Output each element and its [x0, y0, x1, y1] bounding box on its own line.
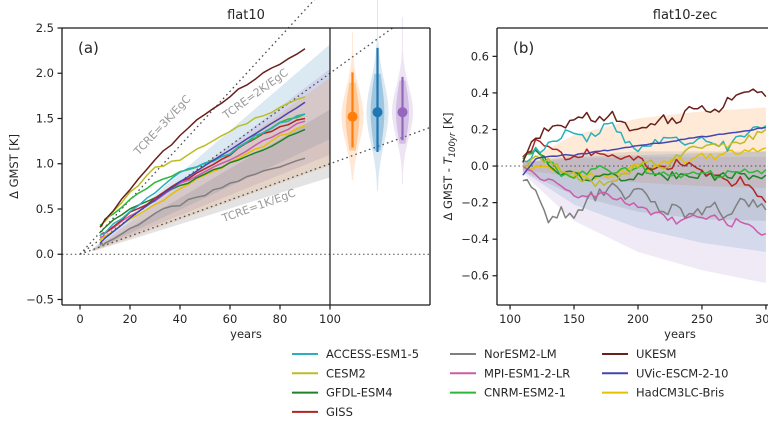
x-tick-label-panel-a: 60	[223, 312, 238, 326]
legend-label-hadcm3lc-bris: HadCM3LC-Bris	[636, 386, 724, 400]
y-tick-label-panel-b: 0.2	[471, 122, 489, 136]
shaded-band-tan-panel-a	[92, 77, 330, 252]
series-line-ukesm-panel-b	[522, 88, 767, 163]
x-tick-label-panel-b: 100	[499, 312, 521, 326]
y-tick-label-panel-b: −0.6	[461, 269, 489, 283]
y-tick-label-panel-b: 0.6	[471, 49, 489, 63]
legend-label-noresm2-lm: NorESM2-LM	[484, 347, 557, 361]
series-line-cesm2-panel-a	[99, 96, 306, 228]
legend-label-ukesm: UKESM	[636, 347, 676, 361]
y-tick-label-panel-b: 0.4	[471, 86, 489, 100]
tcre-reference-line-2	[79, 27, 393, 255]
violin-orange-median-dot	[347, 111, 358, 122]
legend-label-access-esm1-5: ACCESS-ESM1-5	[326, 347, 419, 361]
y-tick-label-panel-a: 1.5	[36, 111, 54, 125]
y-tick-label-panel-b: 0.0	[471, 159, 489, 173]
legend-label-cnrm-esm2-1: CNRM-ESM2-1	[484, 386, 566, 400]
shaded-band-gray-panel-b	[522, 151, 766, 221]
shaded-band-purple-panel-a	[92, 68, 330, 251]
x-axis-label-panel-b: years	[664, 327, 696, 341]
series-line-cnrm-esm2-1-panel-b	[522, 147, 767, 179]
series-line-cesm2-panel-b	[522, 128, 767, 188]
y-tick-label-panel-a: 2.5	[36, 21, 54, 35]
legend-label-giss: GISS	[326, 405, 353, 419]
x-tick-label-panel-a: 0	[76, 312, 83, 326]
panel-title-b: flat10-zec	[653, 8, 717, 23]
series-line-noresm2-lm-panel-b	[522, 178, 767, 224]
series-line-mpi-esm1-2-lr-panel-a	[99, 120, 306, 239]
violin-blue-median-dot	[372, 107, 383, 118]
panel-letter-a: (a)	[78, 39, 99, 57]
tcre-reference-line-1	[79, 0, 316, 255]
series-line-ukesm-panel-a	[99, 48, 306, 228]
violin-purple-median-dot	[397, 107, 408, 118]
legend-label-mpi-esm1-2-lr: MPI-ESM1-2-LR	[484, 366, 570, 380]
x-tick-label-panel-b: 250	[691, 312, 713, 326]
y-axis-label-panel-b: Δ GMST - T100yr [K]	[441, 112, 458, 220]
series-line-access-esm1-5-panel-a	[99, 113, 306, 237]
x-tick-label-panel-b: 300	[755, 312, 768, 326]
x-tick-label-panel-b: 150	[563, 312, 585, 326]
series-line-mpi-esm1-2-lr-panel-b	[522, 165, 767, 236]
x-axis-label-panel-a: years	[230, 327, 262, 341]
panel-letter-b: (b)	[513, 39, 534, 57]
shaded-band-purple-panel-b	[522, 156, 766, 284]
series-line-noresm2-lm-panel-a	[99, 157, 306, 247]
legend-label-gfdl-esm4: GFDL-ESM4	[326, 386, 393, 400]
x-tick-label-panel-a: 20	[123, 312, 138, 326]
y-tick-label-panel-b: −0.4	[461, 232, 489, 246]
series-line-uvic-escm-2-10-panel-a	[99, 101, 306, 244]
series-line-gfdl-esm4-panel-a	[99, 128, 306, 233]
y-tick-label-panel-a: 0.0	[36, 247, 54, 261]
y-tick-label-panel-a: 0.5	[36, 202, 54, 216]
legend-label-cesm2: CESM2	[326, 366, 366, 380]
tcre-reference-label-1: TCRE=3K/EgC	[131, 92, 194, 158]
shaded-band-orange-panel-b	[522, 107, 766, 188]
y-tick-label-panel-a: 2.0	[36, 66, 54, 80]
y-tick-label-panel-a: −0.5	[26, 292, 54, 306]
series-line-giss-panel-a	[99, 117, 306, 237]
x-tick-label-panel-a: 40	[173, 312, 188, 326]
y-axis-label-panel-a: Δ GMST [K]	[7, 134, 21, 199]
x-tick-label-panel-a: 80	[273, 312, 288, 326]
x-tick-label-panel-b: 200	[627, 312, 649, 326]
panel-title-a: flat10	[227, 8, 265, 23]
x-tick-label-panel-a: 100	[319, 312, 341, 326]
y-tick-label-panel-a: 1.0	[36, 157, 54, 171]
series-line-uvic-escm-2-10-panel-b	[522, 126, 766, 176]
y-tick-label-panel-b: −0.2	[461, 196, 489, 210]
legend-label-uvic-escm-2-10: UVic-ESCM-2-10	[636, 366, 728, 380]
